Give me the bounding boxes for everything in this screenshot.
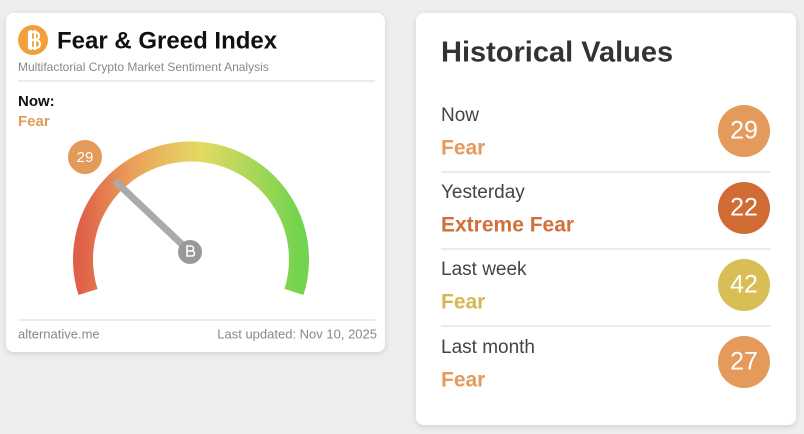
row-status: Fear	[441, 369, 485, 392]
gauge-hub	[178, 240, 202, 264]
value-badge	[718, 105, 770, 157]
history-title: Historical Values	[441, 37, 673, 69]
now-status: Fear	[18, 113, 50, 130]
row-label: Yesterday	[441, 182, 525, 203]
gauge-needle	[112, 178, 193, 255]
row-value: 29	[730, 117, 758, 145]
row-value: 42	[730, 271, 758, 299]
footer-updated: Last updated: Nov 10, 2025	[217, 326, 377, 341]
gauge-value: 29	[77, 149, 94, 166]
row-status: Extreme Fear	[441, 214, 574, 237]
footer-source: alternative.me	[18, 326, 100, 341]
value-badge	[718, 182, 770, 234]
row-label: Now	[441, 105, 479, 126]
row-status: Fear	[441, 291, 485, 314]
row-label: Last month	[441, 337, 535, 358]
history-card	[416, 13, 796, 425]
gauge-badge	[68, 140, 102, 174]
row-value: 27	[730, 348, 758, 376]
widget-subtitle: Multifactorial Crypto Market Sentiment A…	[18, 60, 269, 74]
gauge-arc	[73, 141, 309, 295]
value-badge	[718, 259, 770, 311]
now-label: Now:	[18, 93, 55, 110]
row-status: Fear	[441, 137, 485, 160]
row-value: 22	[730, 194, 758, 222]
bitcoin-icon	[18, 25, 48, 55]
value-badge	[718, 336, 770, 388]
widget-title: Fear & Greed Index	[57, 27, 278, 54]
row-label: Last week	[441, 259, 527, 280]
